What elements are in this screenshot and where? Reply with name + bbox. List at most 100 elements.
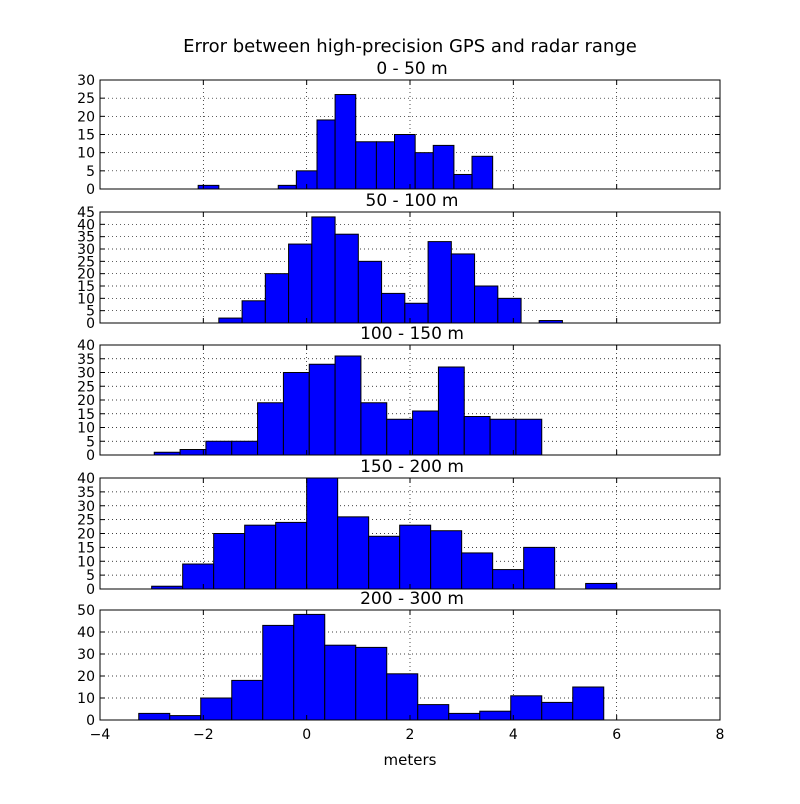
histogram-bar: [497, 297, 522, 324]
histogram-bar: [316, 119, 336, 190]
y-tick-label: 0: [86, 316, 95, 332]
histogram-bar: [450, 253, 476, 324]
histogram-bar: [523, 546, 556, 590]
y-tick-label: 15: [77, 128, 95, 144]
y-tick-label: 25: [77, 254, 95, 270]
y-tick-label: 10: [77, 421, 95, 437]
histogram-bar: [417, 704, 450, 721]
histogram-bar: [355, 646, 388, 721]
y-tick-label: 40: [77, 217, 95, 233]
histogram-bar: [432, 144, 455, 190]
histogram-bar: [334, 233, 359, 324]
y-tick-label: 10: [77, 291, 95, 307]
histogram-bar: [399, 524, 432, 590]
x-axis-label: meters: [384, 751, 437, 769]
y-tick-label: 20: [77, 109, 95, 125]
histogram-bar: [427, 241, 452, 324]
histogram-bar: [572, 686, 605, 721]
y-tick-label: 30: [77, 73, 95, 89]
histogram-bar: [453, 173, 473, 190]
histogram-bar: [197, 184, 220, 190]
histogram-bar: [337, 516, 370, 590]
subplot-title: 150 - 200 m: [360, 457, 464, 477]
subplot-title: 50 - 100 m: [366, 191, 459, 211]
histogram-bar: [241, 300, 266, 324]
histogram-bar: [334, 94, 357, 190]
histogram-bar: [275, 521, 308, 590]
histogram-bar: [412, 410, 439, 456]
y-tick-label: 0: [86, 713, 95, 729]
histogram-bar: [437, 366, 465, 456]
histogram-bar: [489, 418, 517, 456]
subplot-5: 0 10 20 30 40 50 −4 −2 0 2 4 6 8 200 - 300 m: [77, 589, 724, 743]
histogram-bar: [282, 372, 310, 456]
histogram-bar: [463, 416, 491, 456]
y-tick-label: 15: [77, 407, 95, 423]
histogram-bar: [293, 613, 326, 721]
histogram-bar: [510, 695, 543, 721]
histogram-bar: [169, 715, 202, 721]
y-tick-label: 25: [77, 379, 95, 395]
histogram-bar: [430, 530, 463, 590]
y-tick-label: 40: [77, 625, 95, 641]
histogram-bar: [386, 673, 419, 721]
histogram-bar: [179, 449, 207, 456]
y-tick-label: 20: [77, 267, 95, 283]
x-tick-label: −2: [193, 727, 214, 743]
y-tick-label: 5: [86, 164, 95, 180]
histogram-bar: [492, 569, 525, 590]
y-tick-label: 10: [77, 554, 95, 570]
histogram-bar: [541, 701, 574, 721]
histogram-bar: [386, 418, 414, 456]
histogram-bar: [414, 152, 434, 190]
y-tick-label: 35: [77, 352, 95, 368]
y-tick-label: 40: [77, 471, 95, 487]
histogram-bar: [306, 477, 339, 590]
y-tick-label: 25: [77, 513, 95, 529]
y-tick-label: 10: [77, 691, 95, 707]
histogram-bar: [404, 302, 429, 324]
subplot-title: 200 - 300 m: [360, 589, 464, 609]
histogram-bar: [360, 402, 388, 456]
histogram-bar: [182, 563, 215, 590]
histogram-bar: [200, 697, 233, 721]
x-tick-label: 8: [716, 727, 725, 743]
histogram-bar: [471, 155, 494, 190]
y-tick-label: 5: [86, 568, 95, 584]
histogram-bar: [461, 552, 494, 590]
histogram-bar: [231, 440, 259, 456]
y-tick-label: 35: [77, 485, 95, 501]
y-tick-label: 0: [86, 182, 95, 198]
x-tick-label: −4: [90, 727, 111, 743]
histogram-bar: [479, 710, 512, 721]
histogram-bar: [213, 533, 246, 590]
y-tick-label: 30: [77, 647, 95, 663]
histogram-bar: [231, 679, 264, 721]
y-tick-label: 40: [77, 338, 95, 354]
subplot-title: 0 - 50 m: [376, 59, 447, 79]
histogram-bar: [138, 712, 171, 721]
y-tick-label: 20: [77, 669, 95, 685]
x-tick-label: 6: [612, 727, 621, 743]
x-tick-label: 0: [302, 727, 311, 743]
histogram-bar: [394, 134, 416, 190]
histogram-bar: [244, 524, 277, 590]
y-tick-label: 5: [86, 304, 95, 320]
histogram-bar: [368, 535, 401, 590]
histogram-bar: [357, 260, 383, 324]
histogram-bar: [381, 292, 406, 324]
histogram-bar: [585, 582, 618, 590]
y-tick-label: 45: [77, 205, 95, 221]
histogram-bar: [262, 624, 295, 721]
y-tick-label: 0: [86, 448, 95, 464]
y-tick-label: 10: [77, 146, 95, 162]
y-tick-label: 30: [77, 366, 95, 382]
histogram-bar: [355, 141, 377, 190]
histogram-bar: [334, 355, 362, 456]
subplot-title: 100 - 150 m: [360, 324, 464, 344]
histogram-bar: [375, 141, 395, 190]
